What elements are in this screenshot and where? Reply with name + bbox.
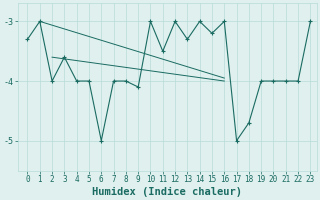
- X-axis label: Humidex (Indice chaleur): Humidex (Indice chaleur): [92, 186, 242, 197]
